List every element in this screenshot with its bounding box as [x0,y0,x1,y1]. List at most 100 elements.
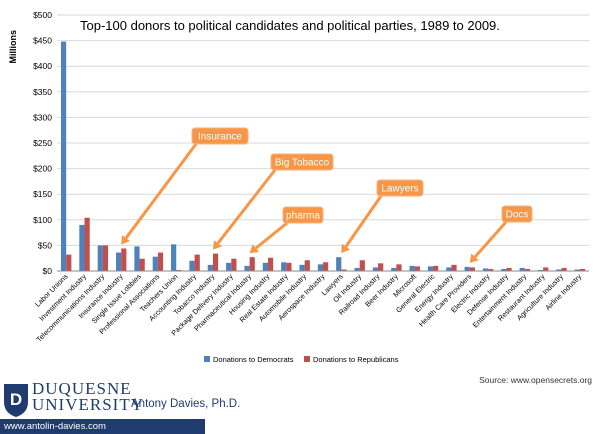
bar-republicans [102,245,109,271]
y-tick-label: $250 [33,138,52,148]
bar-democrats [372,267,379,271]
bar-republicans [323,262,329,271]
bar-republicans [66,254,72,271]
bar-republicans [84,217,90,271]
bar-democrats [354,267,360,271]
annotation-arrowhead [249,244,259,254]
bar-republicans [121,248,127,271]
bar-republicans [414,266,420,271]
bar-republicans [157,252,164,271]
bar-democrats [464,266,470,271]
bars [60,41,586,272]
annotation-arrow [124,143,198,239]
bar-republicans [378,263,384,271]
y-tick-label: $450 [33,36,52,46]
bar-republicans [451,264,457,271]
y-tick-label: $150 [33,189,52,199]
annotation-label: Docs [506,210,529,221]
university-name-line1: DUQUESNE [32,379,132,398]
bar-democrats [482,268,489,271]
legend-label: Donations to Democrats [213,355,294,364]
bar-democrats [409,265,415,271]
y-tick-label: $400 [33,61,52,71]
y-tick-label: $100 [33,215,52,225]
annotation-box [282,206,324,224]
bar-republicans [267,257,274,271]
bar-democrats [391,267,397,271]
bar-republicans [433,265,439,271]
annotation-label: Insurance [198,132,242,143]
bar-democrats [134,246,140,271]
annotation-arrowhead [469,253,479,263]
bar-republicans [469,267,475,271]
bar-democrats [574,269,580,271]
bar-republicans [231,258,237,271]
legend: Donations to Democrats Donations to Repub… [204,355,399,364]
y-tick-labels: $0 $50 $100 $150 $200 $250 $300 $350 $400 $450 $50… [33,10,52,276]
y-tick-label: $0 [43,266,53,276]
legend-swatch [304,356,310,362]
bar-democrats [317,264,323,271]
bar-democrats [427,266,434,271]
bar-democrats [501,268,507,271]
bar-democrats [299,264,305,271]
university-shield-icon: D [4,384,28,417]
y-tick-label: $350 [33,87,52,97]
university-name-line2: UNIVERSITY [32,395,144,414]
bar-democrats [207,264,213,271]
bar-democrats [446,267,452,271]
bar-democrats [116,252,122,271]
bar-democrats [556,269,562,271]
bar-democrats [226,262,232,271]
footer: D [0,374,600,434]
annotation-arrow [344,195,383,248]
y-tick-label: $200 [33,164,52,174]
annotation-label: Lawyers [381,184,418,195]
bar-republicans [359,260,365,271]
chart-title: Top-100 donors to political candidates a… [80,18,500,33]
bar-democrats [97,245,103,271]
bar-republicans [396,264,402,271]
bar-republicans [286,262,292,271]
bar-democrats [152,256,158,271]
annotation-box [501,205,533,223]
author-name: Antony Davies, Ph.D. [131,398,241,410]
annotation-label: pharma [286,211,320,222]
annotation-box [191,127,249,145]
bar-republicans [543,267,549,271]
bar-republicans [341,269,347,271]
legend-label: Donations to Republicans [313,355,399,364]
bar-democrats [336,257,342,271]
bar-republicans [524,268,530,271]
bar-republicans [249,257,255,271]
annotations: Insurance Big Tobacco pharma Lawyers Docs [121,127,533,263]
annotation-label: Big Tobacco [275,158,330,169]
bar-republicans [139,258,145,271]
grid-lines [57,14,589,272]
bar-democrats [244,265,250,271]
website-link[interactable]: www.antolin-davies.com [0,419,205,434]
annotation-box [270,153,334,171]
bar-republicans [212,253,219,271]
y-axis-label: Millions [8,30,18,64]
annotation-arrowhead [121,235,130,245]
source-note: Source: www.opensecrets.org [479,375,592,385]
legend-swatch [204,356,210,362]
bar-republicans [579,268,586,271]
bar-republicans [561,267,567,271]
bar-republicans [488,268,494,271]
bar-democrats [519,267,525,271]
bar-democrats [537,269,544,271]
bar-democrats [79,224,85,271]
annotation-box [376,179,424,197]
bar-democrats [262,262,268,271]
bar-republicans [176,269,182,271]
annotation-arrow [216,169,277,245]
y-tick-label: $300 [33,112,52,122]
y-tick-label: $50 [38,240,52,250]
bar-democrats [281,262,287,271]
bar-democrats [189,260,195,271]
bar-republicans [304,260,310,271]
y-tick-label: $500 [33,10,52,20]
